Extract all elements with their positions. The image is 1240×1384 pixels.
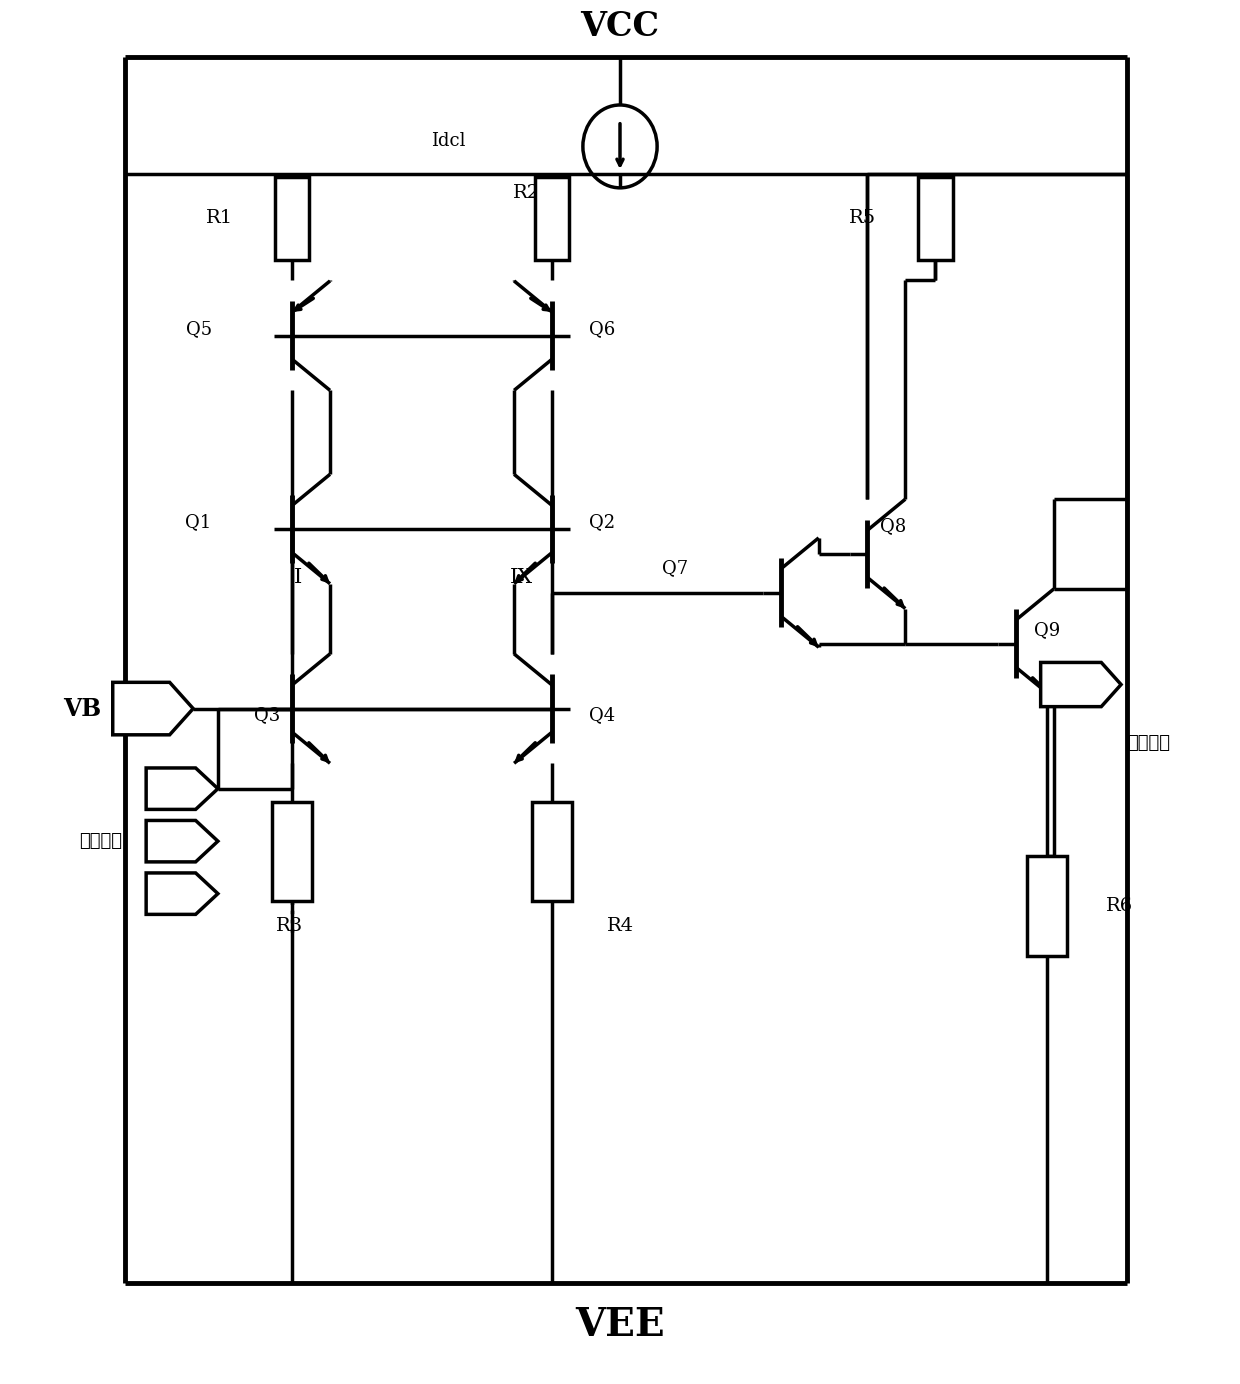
Text: Q1: Q1 <box>186 513 212 531</box>
Bar <box>532 801 572 901</box>
Text: R4: R4 <box>606 918 634 936</box>
Bar <box>275 177 310 260</box>
Text: Idcl: Idcl <box>430 131 465 149</box>
Text: VCC: VCC <box>580 10 660 43</box>
Text: VEE: VEE <box>575 1305 665 1344</box>
Text: Q6: Q6 <box>589 320 615 338</box>
Text: I: I <box>294 567 303 587</box>
Text: Q3: Q3 <box>253 706 280 724</box>
Bar <box>273 801 312 901</box>
Text: R1: R1 <box>206 209 233 227</box>
Bar <box>1027 857 1066 956</box>
Text: R3: R3 <box>277 918 304 936</box>
Text: Q4: Q4 <box>589 706 615 724</box>
Text: Q5: Q5 <box>186 320 212 338</box>
Text: Q9: Q9 <box>1034 621 1060 639</box>
Text: R2: R2 <box>512 184 539 202</box>
Text: 信号输入: 信号输入 <box>79 832 122 850</box>
Polygon shape <box>146 768 218 810</box>
Text: Q7: Q7 <box>662 559 688 577</box>
Text: R5: R5 <box>849 209 877 227</box>
Bar <box>534 177 569 260</box>
Polygon shape <box>113 682 193 735</box>
Polygon shape <box>1040 663 1121 707</box>
Polygon shape <box>146 821 218 862</box>
Polygon shape <box>146 873 218 915</box>
Text: Q2: Q2 <box>589 513 615 531</box>
Bar <box>918 177 952 260</box>
Text: 信号输出: 信号输出 <box>1127 734 1171 752</box>
Text: Q8: Q8 <box>880 518 906 536</box>
Text: R6: R6 <box>1106 897 1133 915</box>
Text: IX: IX <box>510 567 533 587</box>
Text: VB: VB <box>63 696 100 721</box>
